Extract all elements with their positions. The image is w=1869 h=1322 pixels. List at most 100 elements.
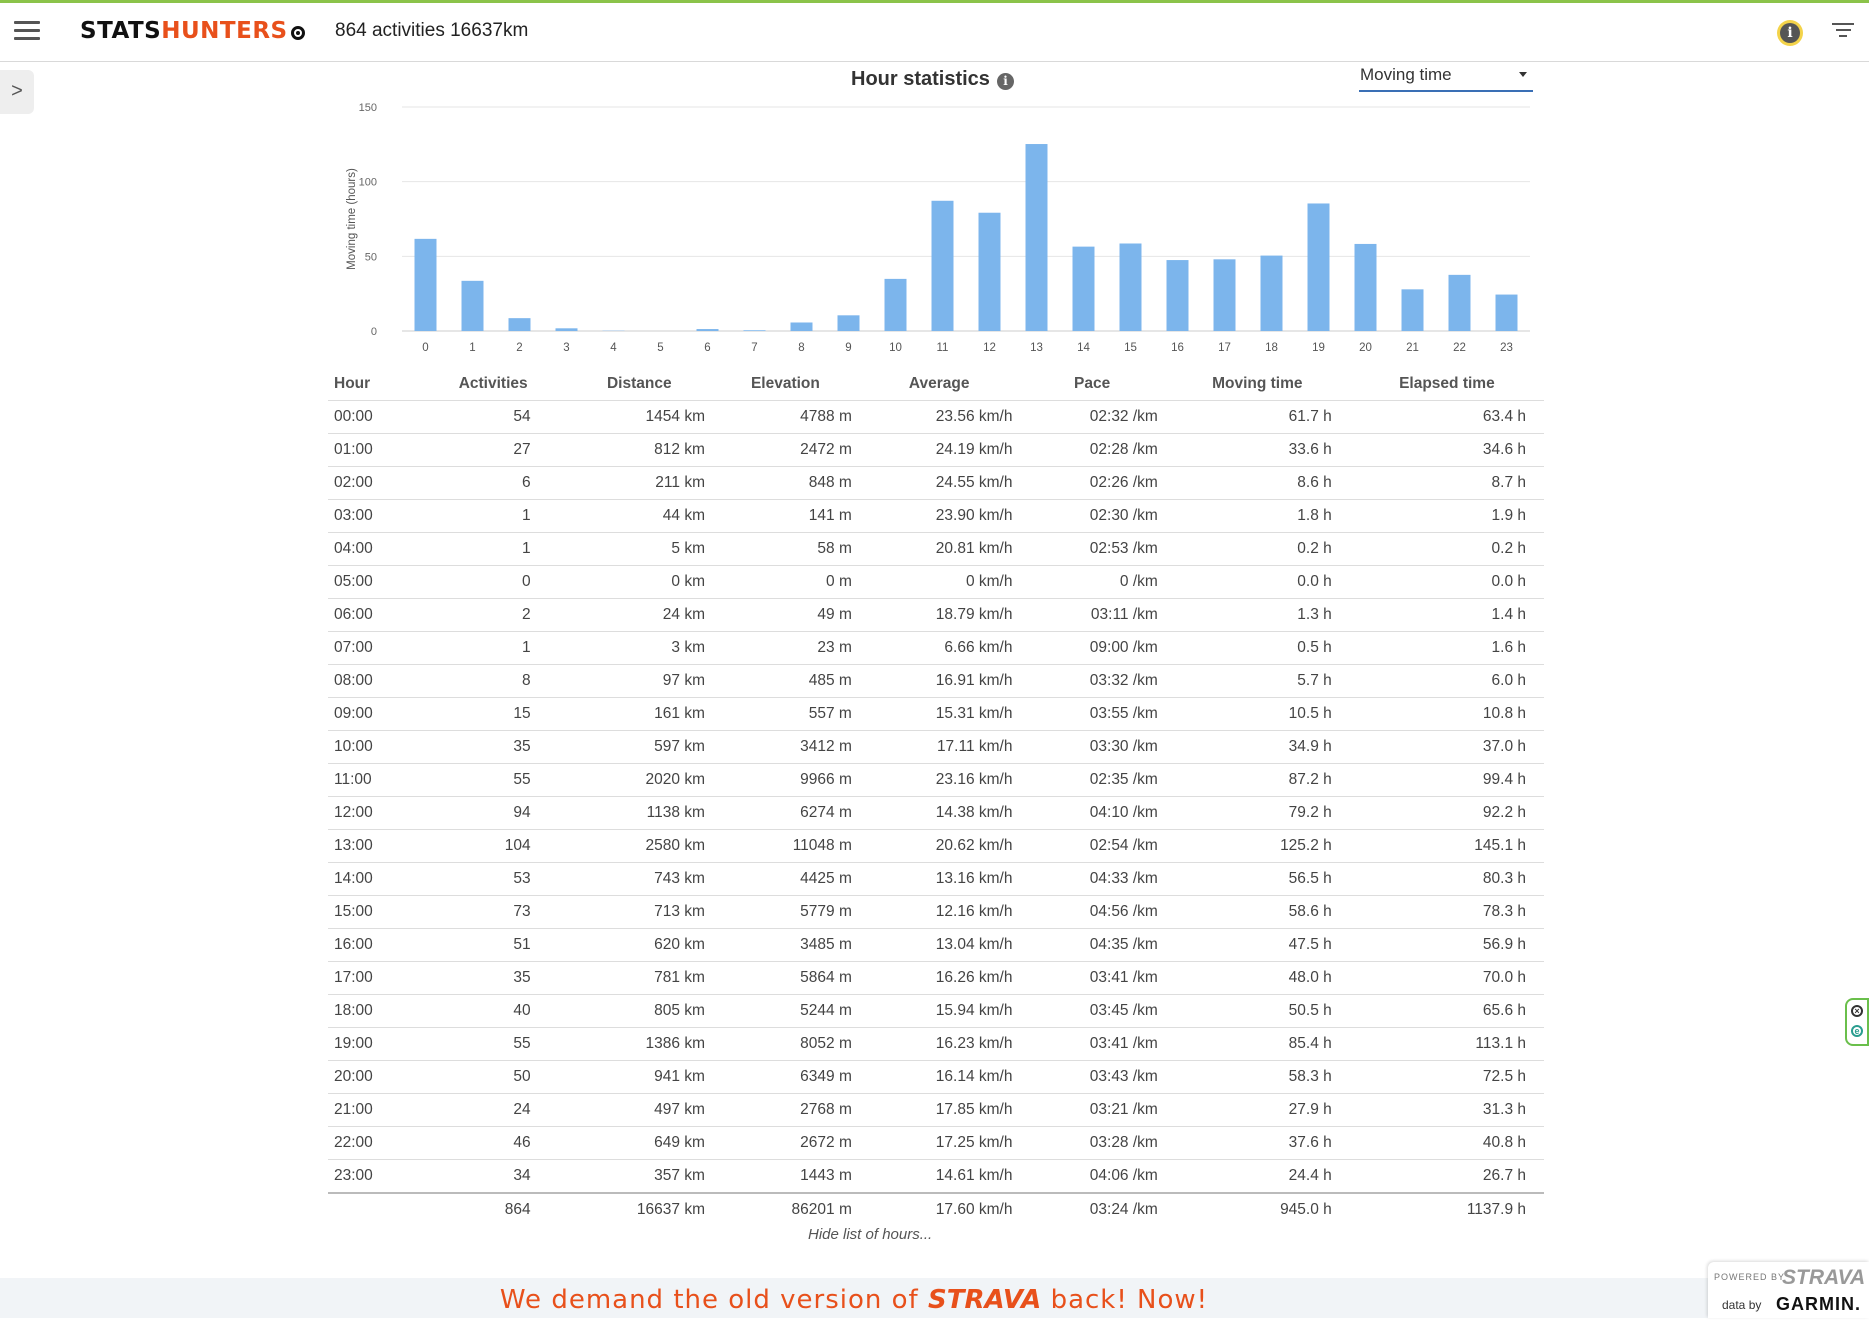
table-cell: 27.9 h bbox=[1165, 1094, 1350, 1127]
extension-icon[interactable]: e bbox=[1851, 1025, 1863, 1037]
table-cell: 2580 km bbox=[567, 830, 712, 863]
table-cell: 54 bbox=[420, 401, 567, 434]
bar bbox=[1120, 243, 1142, 331]
bar bbox=[415, 239, 437, 331]
x-tick-label: 22 bbox=[1453, 342, 1466, 354]
table-cell: 13.04 km/h bbox=[859, 929, 1020, 962]
table-cell: 16.14 km/h bbox=[859, 1061, 1020, 1094]
hide-hours-link[interactable]: Hide list of hours... bbox=[808, 1226, 932, 1243]
metric-select[interactable]: Moving time bbox=[1359, 60, 1533, 92]
table-cell: 13:00 bbox=[328, 830, 420, 863]
table-cell: 1.9 h bbox=[1350, 500, 1544, 533]
table-cell: 24 bbox=[420, 1094, 567, 1127]
column-header[interactable]: Activities bbox=[420, 368, 567, 401]
table-cell: 2768 m bbox=[712, 1094, 859, 1127]
filter-icon[interactable] bbox=[1832, 23, 1854, 41]
table-cell: 5779 m bbox=[712, 896, 859, 929]
table-cell: 04:06 /km bbox=[1019, 1160, 1164, 1194]
column-header[interactable]: Pace bbox=[1019, 368, 1164, 401]
table-cell: 23:00 bbox=[328, 1160, 420, 1194]
statshunters-logo[interactable]: STATSHUNTERS bbox=[80, 18, 305, 44]
x-tick-label: 11 bbox=[937, 342, 949, 354]
table-cell: 03:00 bbox=[328, 500, 420, 533]
table-cell: 00:00 bbox=[328, 401, 420, 434]
table-cell: 743 km bbox=[567, 863, 712, 896]
table-cell: 72.5 h bbox=[1350, 1061, 1544, 1094]
table-cell: 2672 m bbox=[712, 1127, 859, 1160]
table-cell: 24 km bbox=[567, 599, 712, 632]
table-cell: 26.7 h bbox=[1350, 1160, 1544, 1194]
bar bbox=[556, 328, 578, 331]
table-cell: 485 m bbox=[712, 665, 859, 698]
column-header[interactable]: Elapsed time bbox=[1350, 368, 1544, 401]
table-cell: 23.56 km/h bbox=[859, 401, 1020, 434]
table-cell: 78.3 h bbox=[1350, 896, 1544, 929]
table-cell: 34 bbox=[420, 1160, 567, 1194]
sidebar-expand-chevron-icon[interactable]: > bbox=[0, 70, 34, 114]
powered-by-label: POWERED BY bbox=[1714, 1272, 1785, 1282]
bar bbox=[1261, 256, 1283, 331]
table-cell: 497 km bbox=[567, 1094, 712, 1127]
table-cell: 56.5 h bbox=[1165, 863, 1350, 896]
table-cell: 97 km bbox=[567, 665, 712, 698]
table-cell: 17.85 km/h bbox=[859, 1094, 1020, 1127]
promo-banner[interactable]: We demand the old version of STRAVA back… bbox=[0, 1278, 1708, 1318]
column-header[interactable]: Distance bbox=[567, 368, 712, 401]
info-icon[interactable]: i bbox=[1777, 20, 1803, 46]
table-cell: 4425 m bbox=[712, 863, 859, 896]
table-cell: 04:00 bbox=[328, 533, 420, 566]
table-cell: 14.38 km/h bbox=[859, 797, 1020, 830]
extension-widget[interactable]: × e bbox=[1845, 998, 1869, 1046]
powered-by-badge: POWERED BY STRAVA data by GARMIN. bbox=[1708, 1262, 1869, 1318]
table-cell: 16:00 bbox=[328, 929, 420, 962]
table-cell: 63.4 h bbox=[1350, 401, 1544, 434]
bar bbox=[1214, 259, 1236, 331]
table-cell: 0 /km bbox=[1019, 566, 1164, 599]
table-cell: 56.9 h bbox=[1350, 929, 1544, 962]
bar bbox=[1073, 247, 1095, 331]
table-cell: 40 bbox=[420, 995, 567, 1028]
total-cell: 864 bbox=[420, 1193, 567, 1226]
x-tick-label: 19 bbox=[1312, 342, 1325, 354]
table-cell: 23 m bbox=[712, 632, 859, 665]
table-cell: 3412 m bbox=[712, 731, 859, 764]
x-tick-label: 16 bbox=[1171, 342, 1184, 354]
table-cell: 649 km bbox=[567, 1127, 712, 1160]
table-cell: 8.7 h bbox=[1350, 467, 1544, 500]
table-cell: 805 km bbox=[567, 995, 712, 1028]
column-header[interactable]: Average bbox=[859, 368, 1020, 401]
table-cell: 50.5 h bbox=[1165, 995, 1350, 1028]
chart-info-icon[interactable]: i bbox=[997, 73, 1014, 90]
table-cell: 1138 km bbox=[567, 797, 712, 830]
table-cell: 3485 m bbox=[712, 929, 859, 962]
x-tick-label: 8 bbox=[798, 342, 804, 354]
table-cell: 33.6 h bbox=[1165, 434, 1350, 467]
table-cell: 145.1 h bbox=[1350, 830, 1544, 863]
column-header[interactable]: Hour bbox=[328, 368, 420, 401]
table-cell: 37.0 h bbox=[1350, 731, 1544, 764]
table-cell: 03:11 /km bbox=[1019, 599, 1164, 632]
table-cell: 03:32 /km bbox=[1019, 665, 1164, 698]
table-cell: 1 bbox=[420, 500, 567, 533]
metric-select-value: Moving time bbox=[1360, 65, 1452, 85]
column-header[interactable]: Moving time bbox=[1165, 368, 1350, 401]
table-cell: 31.3 h bbox=[1350, 1094, 1544, 1127]
table-cell: 65.6 h bbox=[1350, 995, 1544, 1028]
x-tick-label: 9 bbox=[845, 342, 851, 354]
close-icon[interactable]: × bbox=[1851, 1005, 1863, 1017]
bar bbox=[1308, 203, 1330, 331]
table-cell: 92.2 h bbox=[1350, 797, 1544, 830]
table-cell: 46 bbox=[420, 1127, 567, 1160]
chart-title: Hour statistics bbox=[851, 68, 990, 91]
column-header[interactable]: Elevation bbox=[712, 368, 859, 401]
table-cell: 61.7 h bbox=[1165, 401, 1350, 434]
table-cell: 5.7 h bbox=[1165, 665, 1350, 698]
total-cell: 945.0 h bbox=[1165, 1193, 1350, 1226]
hamburger-menu-icon[interactable] bbox=[14, 21, 40, 43]
